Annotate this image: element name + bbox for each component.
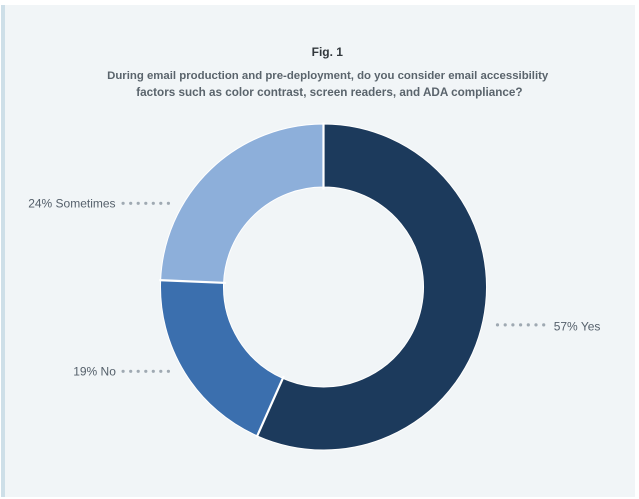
svg-text:During email production and pr: During email production and pre-deployme… xyxy=(107,70,549,82)
svg-text:factors such as color contrast: factors such as color contrast, screen r… xyxy=(136,86,522,99)
svg-text:24% Sometimes: 24% Sometimes xyxy=(28,196,115,210)
svg-text:19% No: 19% No xyxy=(73,364,116,378)
svg-text:Fig. 1: Fig. 1 xyxy=(312,45,344,59)
svg-text:57% Yes: 57% Yes xyxy=(554,319,601,333)
